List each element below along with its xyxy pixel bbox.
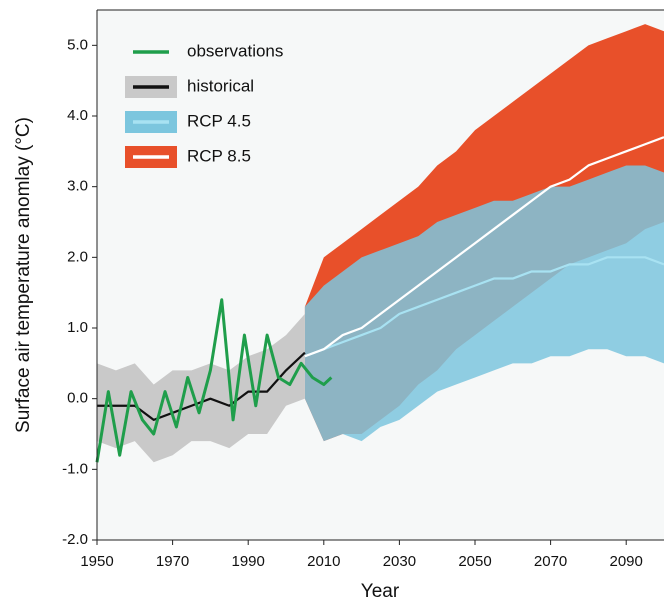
y-tick-label: 3.0	[67, 178, 88, 195]
axes: -2.0 -1.0 0.0 1.0 2.0 3.0 4.0 5.0 1950 1970 1990 20…	[62, 36, 643, 570]
x-tick-label: 2070	[534, 553, 567, 570]
y-axis-title: Surface air temperature anomlay (°C)	[13, 117, 34, 433]
x-tick-label: 2010	[307, 553, 340, 570]
x-tick-label: 2090	[610, 553, 643, 570]
series-line	[95, 298, 333, 463]
series-line	[304, 256, 664, 358]
legend-label: observations	[187, 41, 283, 60]
x-tick-label: 1950	[80, 553, 113, 570]
y-tick-label: -1.0	[62, 460, 88, 477]
x-tick-label: 1970	[156, 553, 189, 570]
y-tick-label: 5.0	[67, 36, 88, 53]
y-tick-label: 4.0	[67, 107, 88, 124]
legend-label: RCP 4.5	[187, 111, 251, 130]
legend-label: RCP 8.5	[187, 146, 251, 165]
legend-label: historical	[187, 76, 254, 95]
x-tick-label: 2030	[383, 553, 416, 570]
lines	[95, 136, 664, 463]
y-tick-label: 0.0	[67, 390, 88, 407]
band	[97, 313, 305, 463]
y-tick-label: -2.0	[62, 531, 88, 548]
series-line	[304, 136, 664, 358]
x-tick-label: 2050	[458, 553, 491, 570]
x-axis-title: Year	[361, 581, 400, 602]
bands	[97, 24, 664, 463]
legend: observations historical RCP 4.5 RCP 8.5	[125, 41, 283, 168]
y-tick-label: 2.0	[67, 248, 88, 265]
band	[304, 165, 664, 442]
y-tick-label: 1.0	[67, 319, 88, 336]
x-tick-label: 1990	[232, 553, 265, 570]
